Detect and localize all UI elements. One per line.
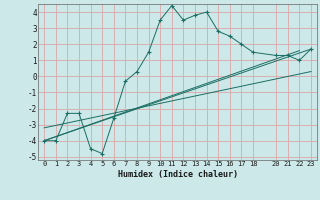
X-axis label: Humidex (Indice chaleur): Humidex (Indice chaleur) xyxy=(118,170,238,179)
